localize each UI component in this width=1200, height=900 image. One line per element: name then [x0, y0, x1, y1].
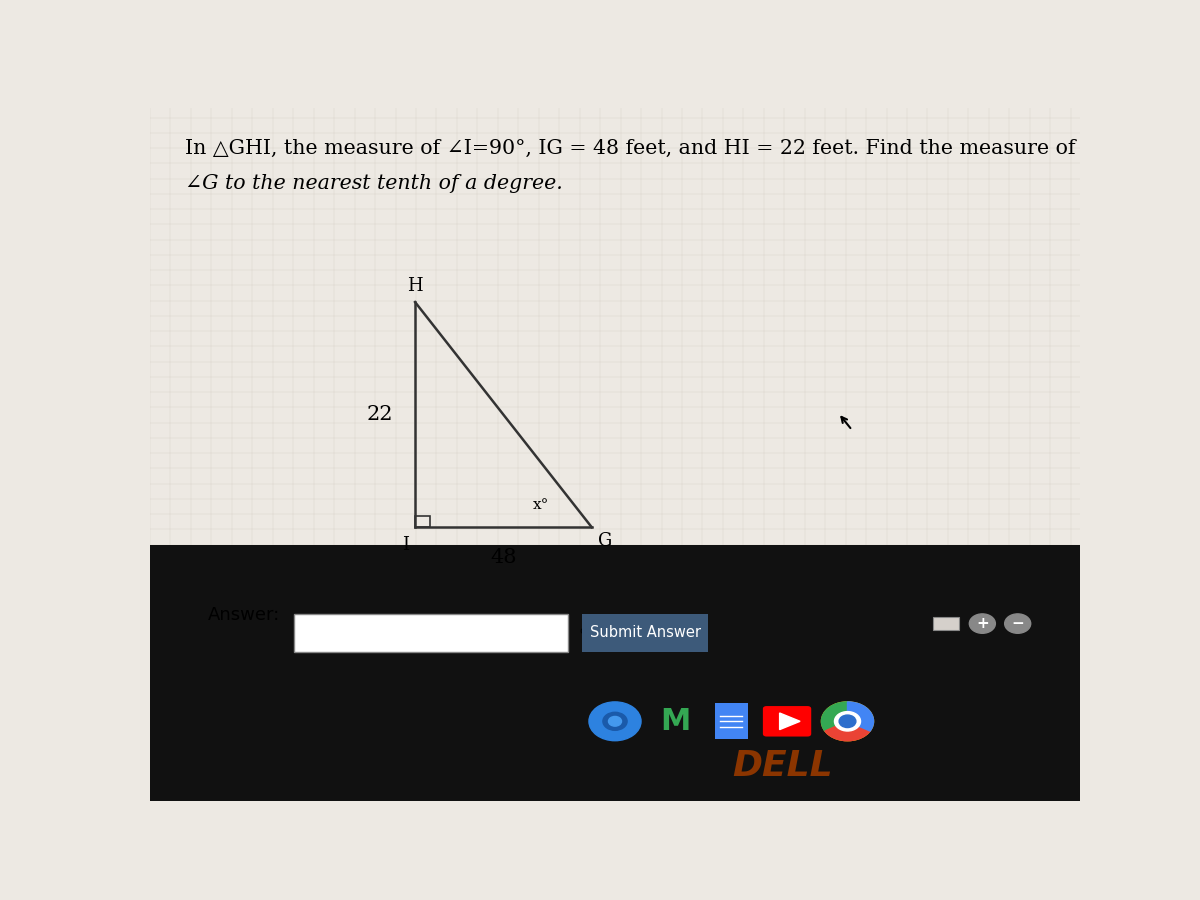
Text: In △GHI, the measure of ∠I=90°, IG = 48 feet, and HI = 22 feet. Find the measure: In △GHI, the measure of ∠I=90°, IG = 48 …	[185, 140, 1076, 158]
Text: 48: 48	[490, 548, 517, 567]
Text: ∠G to the nearest tenth of a degree.: ∠G to the nearest tenth of a degree.	[185, 174, 563, 193]
Text: o: o	[580, 626, 587, 636]
Circle shape	[839, 716, 856, 727]
Circle shape	[602, 712, 628, 730]
Circle shape	[822, 702, 874, 741]
Wedge shape	[822, 702, 847, 731]
Circle shape	[834, 712, 860, 731]
Text: H: H	[407, 277, 422, 295]
Bar	[150, 582, 1080, 673]
Text: DELL: DELL	[732, 750, 833, 783]
Bar	[294, 614, 569, 652]
Bar	[415, 517, 430, 527]
Text: M: M	[660, 706, 691, 736]
Circle shape	[970, 614, 995, 634]
Text: I: I	[402, 536, 409, 554]
Text: 22: 22	[366, 405, 392, 424]
Wedge shape	[847, 702, 874, 731]
Text: G: G	[598, 532, 612, 550]
Bar	[582, 614, 708, 652]
Text: +: +	[976, 616, 989, 631]
Circle shape	[608, 716, 622, 726]
Text: −: −	[1012, 616, 1024, 631]
Text: Submit Answer: Submit Answer	[589, 626, 701, 641]
Bar	[150, 544, 1080, 801]
Wedge shape	[824, 721, 870, 741]
Polygon shape	[780, 713, 800, 730]
Bar	[934, 617, 959, 630]
Circle shape	[589, 702, 641, 741]
Text: x°: x°	[533, 498, 548, 512]
Bar	[714, 703, 748, 739]
FancyBboxPatch shape	[763, 706, 811, 736]
Text: Answer:: Answer:	[208, 607, 280, 625]
Circle shape	[1004, 614, 1031, 634]
